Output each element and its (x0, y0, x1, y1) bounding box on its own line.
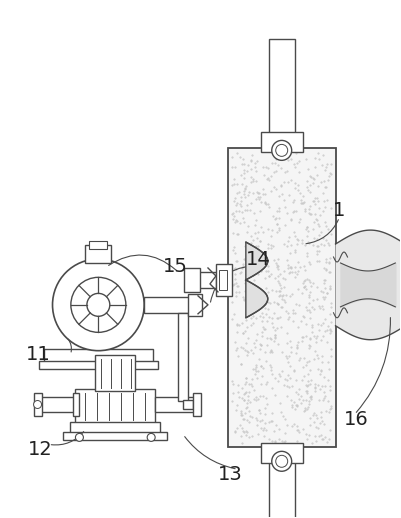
Bar (144, 297, 196, 313)
Bar (228, 148, 336, 448)
Bar (269, 39, 295, 148)
Bar (85, 245, 111, 263)
Bar (188, 294, 202, 316)
Bar (196, 272, 216, 288)
Bar (219, 270, 227, 290)
Circle shape (272, 140, 292, 161)
Bar (261, 443, 303, 463)
Bar (184, 268, 200, 292)
Circle shape (276, 455, 288, 467)
Bar (34, 393, 42, 416)
Bar (155, 396, 197, 412)
Text: 14: 14 (245, 251, 270, 269)
Circle shape (34, 400, 42, 409)
Text: 15: 15 (163, 257, 188, 277)
Text: 13: 13 (217, 465, 242, 484)
Circle shape (87, 293, 110, 316)
Circle shape (276, 145, 288, 156)
Circle shape (53, 259, 144, 351)
Bar (269, 448, 295, 518)
Circle shape (272, 451, 292, 471)
Bar (73, 393, 79, 416)
Bar (183, 399, 193, 409)
Bar (178, 313, 188, 400)
Bar (216, 264, 232, 296)
Bar (36, 396, 77, 412)
Text: 12: 12 (28, 440, 53, 459)
Bar (75, 388, 155, 424)
Text: 16: 16 (344, 410, 369, 429)
Bar (89, 241, 107, 249)
Circle shape (71, 277, 126, 333)
Bar (261, 133, 303, 152)
Circle shape (147, 434, 155, 441)
Circle shape (75, 434, 83, 441)
Bar (63, 433, 167, 440)
Polygon shape (336, 230, 401, 340)
Bar (95, 355, 135, 391)
Bar (44, 349, 153, 363)
Polygon shape (246, 242, 268, 318)
Bar (71, 423, 160, 435)
Bar (38, 361, 158, 369)
Bar (193, 393, 201, 416)
Text: 1: 1 (333, 200, 346, 220)
Text: 11: 11 (26, 345, 51, 364)
